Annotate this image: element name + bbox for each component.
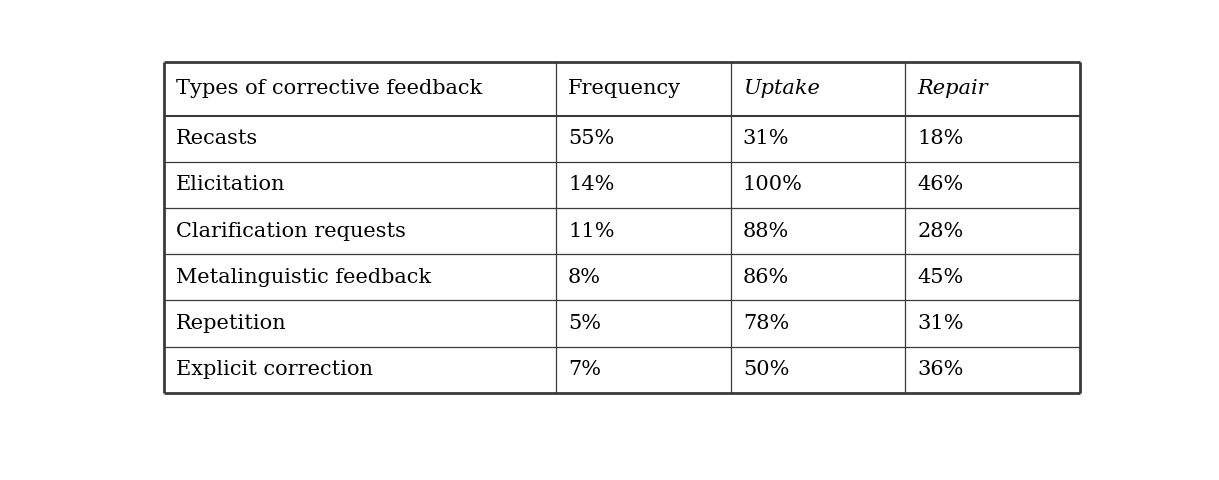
Text: Repair: Repair (918, 79, 989, 98)
Text: Elicitation: Elicitation (176, 175, 285, 194)
Text: 18%: 18% (918, 129, 964, 148)
Text: 100%: 100% (742, 175, 802, 194)
Text: 86%: 86% (742, 268, 789, 287)
Text: 45%: 45% (918, 268, 964, 287)
Text: 31%: 31% (742, 129, 790, 148)
Text: Metalinguistic feedback: Metalinguistic feedback (176, 268, 432, 287)
Text: Uptake: Uptake (742, 79, 819, 98)
Text: 78%: 78% (742, 314, 789, 333)
Text: Repetition: Repetition (176, 314, 286, 333)
Text: 31%: 31% (918, 314, 964, 333)
Text: Types of corrective feedback: Types of corrective feedback (176, 79, 483, 98)
Text: Clarification requests: Clarification requests (176, 222, 406, 240)
Text: 5%: 5% (568, 314, 601, 333)
Text: 46%: 46% (918, 175, 964, 194)
Text: Recasts: Recasts (176, 129, 258, 148)
Text: Explicit correction: Explicit correction (176, 360, 373, 379)
Text: 50%: 50% (742, 360, 789, 379)
Text: 7%: 7% (568, 360, 601, 379)
Text: 88%: 88% (742, 222, 789, 240)
Text: 8%: 8% (568, 268, 601, 287)
Text: 55%: 55% (568, 129, 614, 148)
Text: 14%: 14% (568, 175, 614, 194)
Text: 11%: 11% (568, 222, 614, 240)
Text: Frequency: Frequency (568, 79, 681, 98)
Text: 28%: 28% (918, 222, 964, 240)
Text: 36%: 36% (918, 360, 964, 379)
